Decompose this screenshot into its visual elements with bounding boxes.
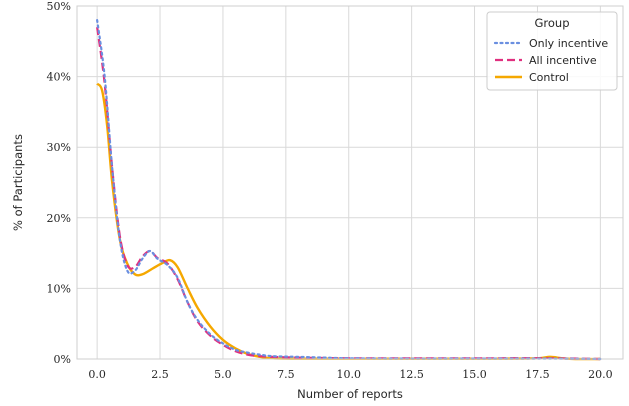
x-tick-label: 10.0 xyxy=(336,368,361,381)
legend: Group Only incentive All incentive Control xyxy=(486,11,618,91)
x-tick-label: 5.0 xyxy=(214,368,232,381)
legend-label: Only incentive xyxy=(529,37,608,50)
legend-item: All incentive xyxy=(495,54,597,67)
x-tick-label: 0.0 xyxy=(88,368,106,381)
x-tick-label: 7.5 xyxy=(277,368,295,381)
x-tick-label: 15.0 xyxy=(462,368,487,381)
plot-frame xyxy=(76,5,624,360)
legend-label: Control xyxy=(529,71,569,84)
legend-item: Only incentive xyxy=(493,37,608,50)
x-tick-label: 2.5 xyxy=(151,368,169,381)
tick-labels: 0.0 2.5 5.0 7.5 10.0 12.5 15.0 17.5 20.0 0% 10% 20%… xyxy=(47,0,613,381)
y-tick-label: 10% xyxy=(47,282,71,295)
x-tick-label: 20.0 xyxy=(588,368,613,381)
legend-label: All incentive xyxy=(529,54,597,67)
legend-items: Only incentive All incentive Control xyxy=(493,37,608,84)
y-tick-label: 30% xyxy=(47,141,71,154)
legend-box xyxy=(486,11,618,91)
y-tick-label: 0% xyxy=(54,353,71,366)
plot-border xyxy=(76,5,624,360)
y-tick-label: 40% xyxy=(47,71,71,84)
x-axis-title: Number of reports xyxy=(297,387,403,401)
x-tick-label: 12.5 xyxy=(399,368,424,381)
y-tick-label: 20% xyxy=(47,212,71,225)
x-tick-label: 17.5 xyxy=(525,368,550,381)
y-tick-label: 50% xyxy=(47,0,71,13)
legend-item: Control xyxy=(495,71,569,84)
legend-title: Group xyxy=(534,16,569,30)
y-axis-title: % of Participants xyxy=(11,134,25,231)
